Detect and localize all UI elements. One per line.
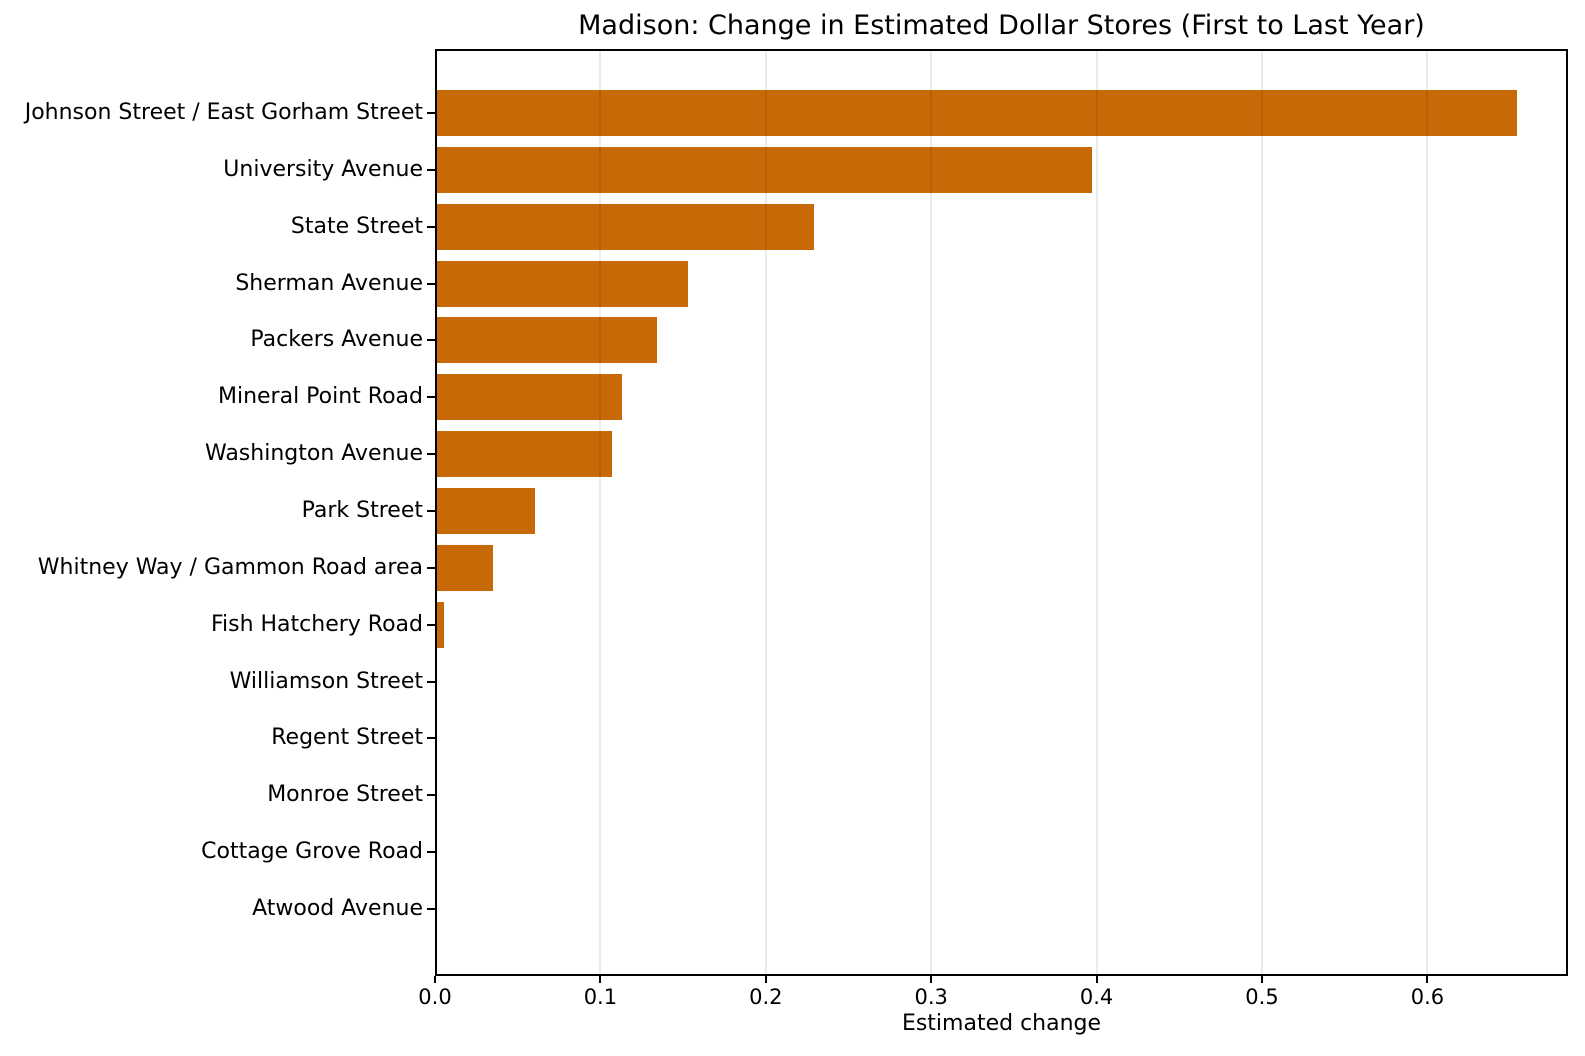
y-tick-mark (427, 339, 435, 342)
y-tick-label: University Avenue (223, 156, 423, 182)
x-tick-label: 0.1 (583, 985, 618, 1009)
y-tick-label: Cottage Grove Road (201, 839, 423, 865)
y-tick-mark (427, 794, 435, 797)
bar (437, 374, 623, 421)
gridline (764, 51, 767, 974)
y-tick-mark (427, 566, 435, 569)
y-tick-label: Sherman Avenue (235, 270, 423, 296)
y-tick-label: Johnson Street / East Gorham Street (24, 100, 423, 125)
x-tick-mark (599, 976, 602, 983)
x-tick-mark (1095, 976, 1098, 983)
x-tick-label: 0.6 (1410, 985, 1445, 1009)
y-tick-mark (427, 907, 435, 910)
bar (437, 90, 1518, 136)
gridline (930, 51, 933, 974)
x-tick-mark (930, 976, 933, 983)
x-tick-mark (1261, 976, 1263, 983)
y-tick-mark (427, 112, 435, 114)
y-tick-label: Atwood Avenue (252, 895, 423, 921)
y-tick-mark (427, 168, 435, 171)
y-tick-mark (427, 225, 435, 228)
y-tick-mark (427, 509, 435, 512)
bar (437, 544, 494, 591)
gridline (1095, 51, 1098, 974)
y-tick-mark (427, 851, 435, 854)
y-tick-label: Williamson Street (229, 668, 423, 694)
y-tick-label: Park Street (301, 497, 423, 523)
gridline (1426, 51, 1429, 974)
gridline (599, 51, 602, 974)
y-tick-label: Monroe Street (267, 782, 423, 808)
x-tick-label: 0.4 (1079, 985, 1114, 1009)
bar (437, 487, 535, 534)
bar (437, 203, 815, 250)
y-tick-mark (427, 396, 435, 399)
x-tick-mark (764, 976, 767, 983)
x-axis-label: Estimated change (901, 1011, 1102, 1036)
bar (437, 601, 444, 648)
x-tick-mark (434, 976, 436, 983)
bar (437, 260, 689, 307)
chart-title: Madison: Change in Estimated Dollar Stor… (578, 10, 1425, 41)
bar (437, 431, 613, 478)
bar (437, 146, 1092, 193)
gridline (1261, 51, 1263, 974)
x-tick-label: 0.2 (749, 985, 783, 1009)
y-tick-label: State Street (290, 213, 423, 239)
x-tick-label: 0.3 (914, 985, 948, 1009)
y-tick-label: Mineral Point Road (217, 384, 423, 410)
y-tick-label: Washington Avenue (204, 441, 423, 467)
y-tick-mark (427, 737, 435, 740)
plot-area (435, 49, 1568, 976)
y-tick-label: Fish Hatchery Road (210, 611, 423, 637)
y-tick-label: Whitney Way / Gammon Road area (37, 554, 423, 580)
y-tick-mark (427, 623, 435, 626)
y-tick-mark (427, 282, 435, 285)
x-tick-label: 0.5 (1245, 985, 1279, 1009)
x-tick-label: 0.0 (418, 985, 452, 1009)
x-tick-mark (1426, 976, 1429, 983)
y-tick-mark (427, 453, 435, 456)
y-tick-label: Packers Avenue (250, 327, 423, 353)
y-tick-mark (427, 680, 435, 683)
bar (437, 317, 657, 364)
y-tick-label: Regent Street (271, 725, 423, 751)
